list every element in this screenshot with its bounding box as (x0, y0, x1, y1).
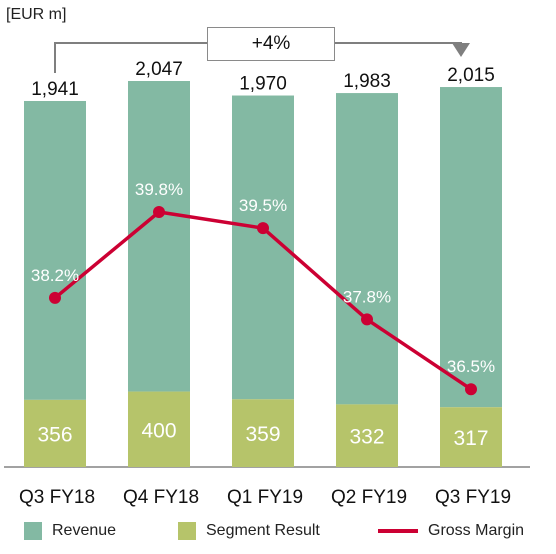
revenue-swatch (24, 522, 42, 540)
gross-margin-point (465, 383, 477, 396)
revenue-data-label: 1,970 (239, 74, 287, 95)
gross-margin-data-label: 39.5% (239, 196, 287, 215)
revenue-bar (336, 93, 398, 405)
growth-annotation: +4% (207, 27, 335, 61)
segment-result-data-label: 332 (349, 426, 384, 449)
segment-result-bar (232, 399, 294, 467)
revenue-data-label: 2,047 (135, 59, 183, 80)
gross-margin-point (49, 291, 61, 304)
segment-result-bar (440, 407, 502, 467)
segment-result-data-label: 400 (141, 419, 176, 442)
unit-label: [EUR m] (6, 6, 67, 23)
revenue-bar (440, 87, 502, 408)
gross-margin-point (257, 222, 269, 235)
gross-margin-data-label: 39.8% (135, 180, 183, 199)
revenue-data-label: 1,941 (31, 79, 79, 100)
segment-result-data-label: 356 (37, 423, 72, 446)
segment-result-bar (24, 399, 86, 467)
growth-label: +4% (251, 33, 291, 54)
category-tick-label: Q1 FY19 (227, 487, 303, 508)
segment-result-data-label: 317 (453, 427, 488, 450)
segment-result-bar (336, 404, 398, 467)
revenue-data-label: 2,015 (447, 65, 495, 86)
gross-margin-data-label: 38.2% (31, 266, 79, 285)
gross-margin-swatch (378, 529, 418, 533)
revenue-data-label: 1,983 (343, 71, 391, 92)
legend-label-gross-margin: Gross Margin (428, 522, 525, 539)
category-tick-label: Q3 FY18 (19, 487, 95, 508)
legend-label-revenue: Revenue (52, 522, 117, 539)
gross-margin-data-label: 37.8% (343, 287, 391, 306)
legend-item-gross-margin: Gross Margin (378, 522, 524, 540)
revenue-bar (128, 81, 190, 392)
segment-result-swatch (178, 522, 196, 540)
legend-item-segment-result: Segment Result (178, 522, 320, 540)
legend: Revenue Segment Result Gross Margin (0, 522, 556, 544)
segment-result-data-label: 359 (245, 423, 280, 446)
gross-margin-point (361, 313, 373, 326)
category-tick-label: Q4 FY18 (123, 487, 199, 508)
category-tick-label: Q2 FY19 (331, 487, 407, 508)
revenue-bar (24, 100, 86, 400)
legend-label-segment-result: Segment Result (206, 522, 320, 539)
growth-arrowhead (452, 43, 470, 58)
segment-result-bar (128, 391, 190, 467)
legend-item-revenue: Revenue (24, 522, 116, 540)
gross-margin-point (153, 206, 165, 218)
gross-margin-data-label: 36.5% (447, 357, 495, 376)
category-tick-label: Q3 FY19 (435, 487, 511, 508)
